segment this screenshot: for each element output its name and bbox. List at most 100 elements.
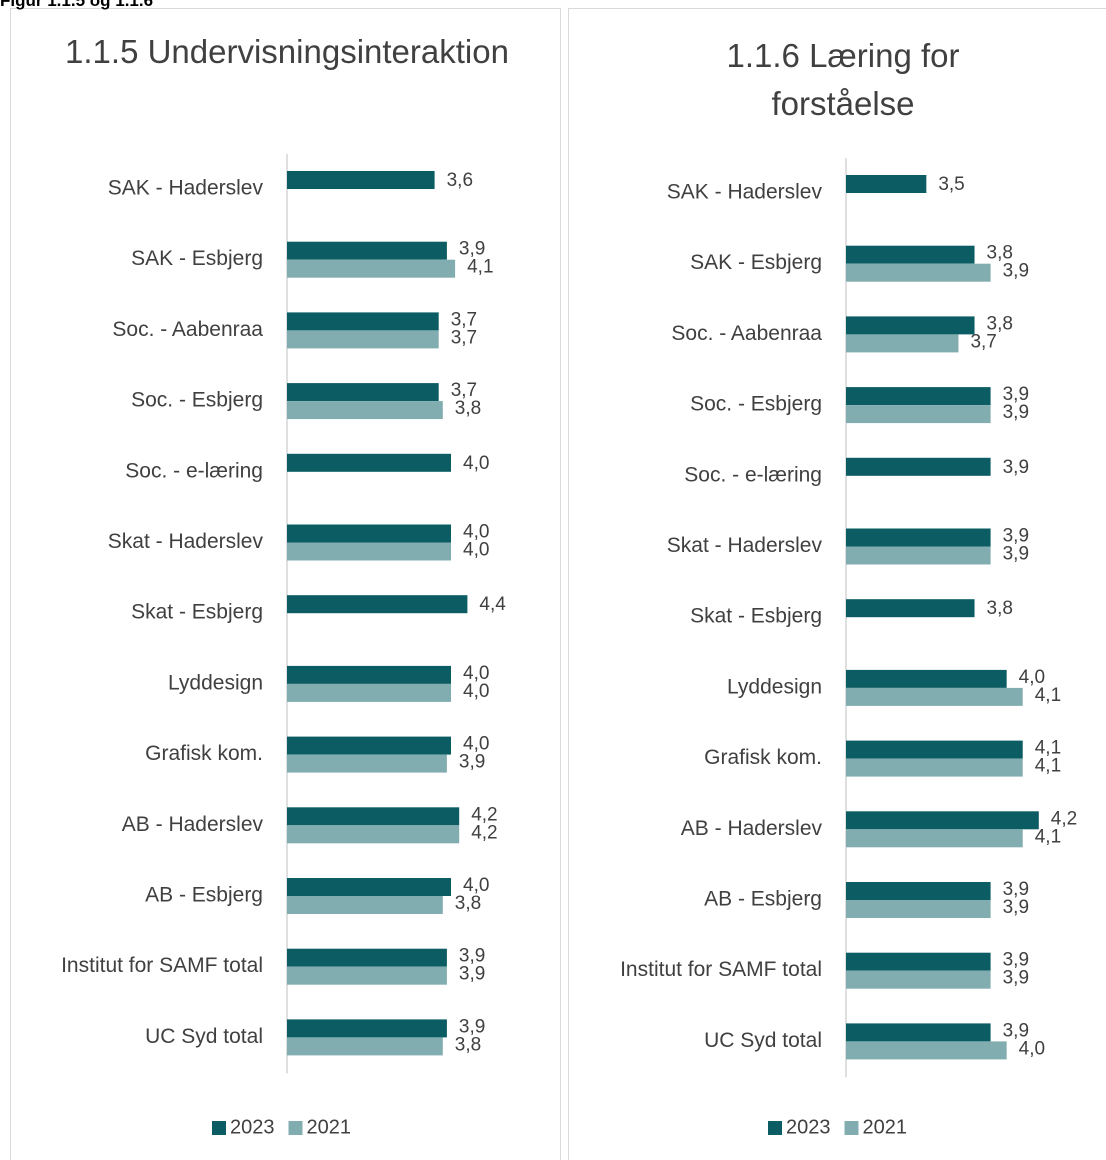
bar — [846, 175, 927, 193]
bar — [287, 736, 451, 755]
bar — [846, 528, 991, 547]
value-label: 4,2 — [1051, 808, 1077, 829]
value-label: 4,0 — [1019, 1038, 1045, 1059]
figure-caption: Figur 1.1.5 og 1.1.6 — [0, 0, 154, 10]
bar — [287, 542, 451, 561]
bar — [287, 1037, 443, 1056]
bar — [287, 665, 451, 684]
bar — [287, 453, 451, 472]
bar — [846, 740, 1023, 759]
category-label: Soc. - Aabenraa — [112, 318, 263, 341]
value-label: 3,9 — [1003, 879, 1029, 900]
value-label: 4,2 — [471, 804, 497, 825]
bar — [287, 312, 439, 331]
category-label: Soc. - Esbjerg — [131, 389, 263, 412]
category-label: Skat - Esbjerg — [131, 601, 263, 624]
value-label: 3,9 — [1003, 968, 1029, 989]
legend-label: 2021 — [863, 1116, 908, 1138]
value-label: 3,5 — [938, 174, 964, 195]
bar — [287, 948, 447, 967]
category-label: SAK - Esbjerg — [131, 247, 263, 270]
bar — [287, 1019, 447, 1038]
bar — [846, 811, 1039, 830]
legend-label: 2021 — [307, 1116, 352, 1138]
value-label: 3,9 — [459, 752, 485, 773]
category-label: SAK - Haderslev — [667, 181, 823, 204]
bar — [287, 171, 435, 189]
value-label: 4,0 — [463, 875, 489, 896]
value-label: 4,1 — [1035, 756, 1061, 777]
legend-label: 2023 — [786, 1116, 831, 1138]
value-label: 3,9 — [1003, 384, 1029, 405]
bar — [846, 599, 975, 618]
value-label: 3,7 — [451, 380, 477, 401]
category-label: SAK - Haderslev — [108, 177, 264, 200]
bar — [846, 245, 975, 264]
bar — [287, 754, 447, 773]
value-label: 3,9 — [1003, 897, 1029, 918]
value-label: 4,4 — [479, 594, 506, 615]
bar — [287, 807, 460, 826]
legend-label: 2023 — [230, 1116, 275, 1138]
category-label: Institut for SAMF total — [620, 958, 822, 981]
category-label: SAK - Esbjerg — [690, 251, 822, 274]
value-label: 4,2 — [471, 822, 497, 843]
bar — [846, 882, 991, 900]
bar — [846, 316, 975, 335]
bar — [846, 334, 959, 353]
bar — [287, 595, 468, 614]
value-label: 4,0 — [1019, 667, 1045, 688]
value-label: 4,0 — [463, 522, 489, 543]
category-label: Grafisk kom. — [145, 742, 263, 765]
bar — [846, 457, 991, 476]
value-label: 3,9 — [459, 946, 485, 967]
bar — [287, 878, 451, 896]
category-label: Soc. - Aabenraa — [671, 322, 822, 345]
value-label: 3,9 — [1003, 457, 1029, 478]
category-label: Soc. - e-læring — [125, 459, 263, 482]
category-label: Skat - Esbjerg — [690, 605, 822, 628]
value-label: 3,9 — [1003, 261, 1029, 282]
category-label: Skat - Haderslev — [108, 530, 264, 553]
value-label: 3,9 — [1003, 544, 1029, 565]
bar — [846, 669, 1007, 688]
value-label: 3,6 — [447, 170, 473, 191]
value-label: 4,1 — [1035, 826, 1061, 847]
bar — [846, 687, 1023, 706]
value-label: 4,0 — [463, 540, 489, 561]
value-label: 3,7 — [451, 327, 477, 348]
panel — [10, 8, 561, 1160]
legend-swatch — [288, 1121, 303, 1135]
bar — [846, 1041, 1007, 1060]
value-label: 3,9 — [1003, 526, 1029, 547]
bar — [846, 829, 1023, 848]
value-label: 3,8 — [987, 243, 1013, 264]
category-label: Skat - Haderslev — [667, 534, 823, 557]
value-label: 4,0 — [463, 681, 489, 702]
bar — [287, 825, 460, 844]
value-label: 4,0 — [463, 453, 489, 474]
category-label: AB - Esbjerg — [704, 888, 822, 911]
value-label: 4,0 — [463, 734, 489, 755]
value-label: 3,8 — [455, 893, 481, 914]
value-label: 3,7 — [970, 331, 996, 352]
value-label: 3,9 — [459, 1016, 485, 1037]
bar — [287, 683, 451, 702]
bar — [846, 758, 1023, 777]
category-label: Soc. - e-læring — [684, 463, 822, 486]
value-label: 4,1 — [467, 257, 493, 278]
value-label: 3,8 — [455, 1034, 481, 1055]
chart-title: 1.1.6 Læring for forståelse — [726, 37, 960, 122]
bar — [846, 387, 991, 406]
category-label: Lyddesign — [168, 671, 263, 694]
panel — [568, 8, 1106, 1160]
bar — [287, 896, 443, 914]
value-label: 4,1 — [1035, 685, 1061, 706]
value-label: 4,1 — [1035, 738, 1061, 759]
value-label: 3,8 — [987, 313, 1013, 334]
bar — [287, 241, 447, 260]
value-label: 3,9 — [459, 239, 485, 260]
legend-swatch — [844, 1121, 859, 1135]
bar — [846, 900, 991, 918]
